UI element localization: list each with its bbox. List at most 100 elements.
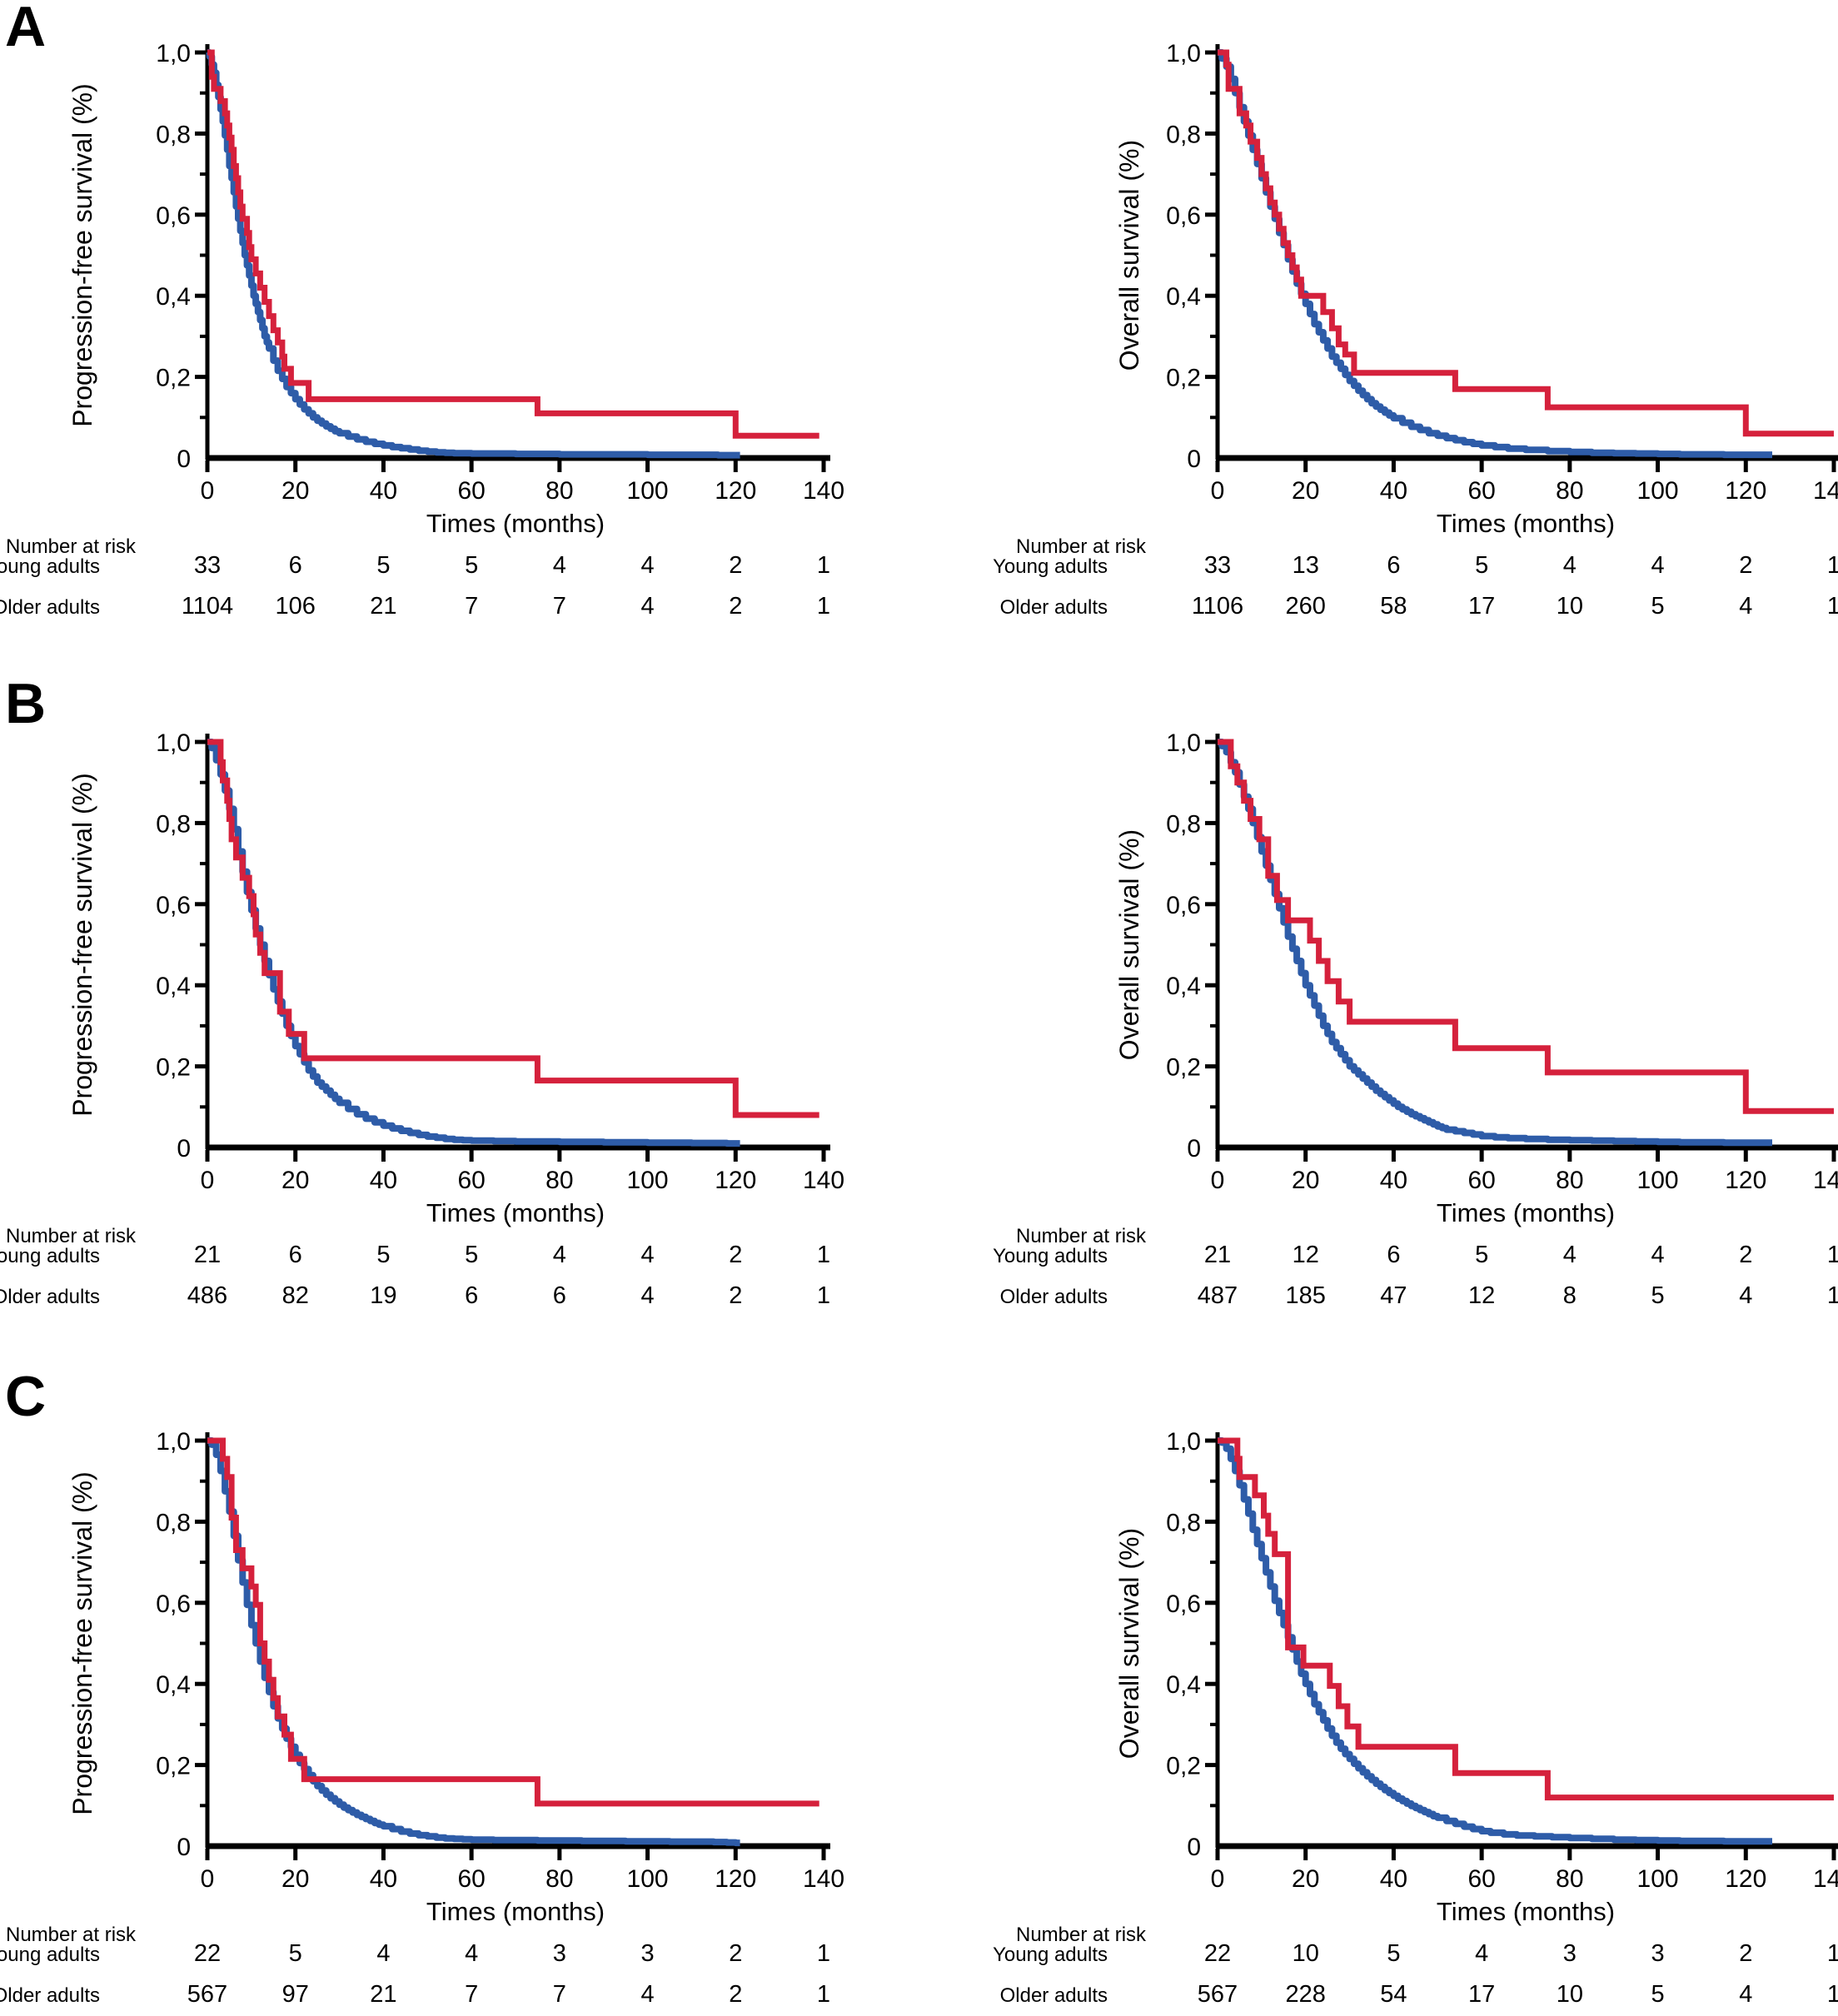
risk-count: 2 (1739, 1940, 1752, 1967)
risk-count: 4 (1563, 1242, 1576, 1268)
x-tick-label: 100 (627, 1167, 669, 1194)
x-tick-label: 80 (545, 1167, 573, 1194)
older-adults-row-label: Older adults (0, 596, 100, 619)
risk-count: 1 (817, 1981, 830, 2008)
axes: 1,0 0,8 0,6 0,4 0,2 00 20 40 60 80 100 120 140 (1166, 729, 1838, 1194)
young-adults-curve (207, 739, 819, 1118)
risk-count: 6 (1387, 552, 1400, 579)
risk-count: 4 (1563, 552, 1576, 579)
risk-count: 4 (465, 1940, 478, 1967)
x-tick-label: 20 (281, 1865, 309, 1893)
risk-count: 2 (729, 552, 742, 579)
risk-count: 2 (729, 1242, 742, 1268)
x-tick-label: 120 (715, 477, 756, 505)
x-axis-title: Times (months) (426, 509, 605, 538)
young-adults-curve (1218, 49, 1834, 437)
x-axis-title: Times (months) (1437, 1897, 1615, 1926)
panel-B-os: 1,0 0,8 0,6 0,4 0,2 00 20 40 60 80 100 120 140 Times … (916, 672, 1838, 1344)
risk-count: 106 (276, 593, 316, 620)
y-tick-label: 0,6 (156, 202, 191, 230)
risk-count: 2 (1739, 552, 1752, 579)
curves (207, 1437, 819, 1847)
y-tick-label: 1,0 (156, 1428, 191, 1456)
y-tick-label: 0,2 (156, 1054, 191, 1082)
panel-letter-B: B (5, 672, 46, 735)
curves (207, 739, 819, 1147)
x-tick-label: 100 (627, 477, 669, 505)
y-axis-title: Overall survival (%) (1114, 140, 1144, 371)
number-at-risk-header: Number at risk (6, 1225, 137, 1247)
risk-count: 7 (553, 593, 566, 620)
y-tick-label: 1,0 (156, 729, 191, 757)
y-tick-label: 0,6 (1166, 202, 1201, 230)
risk-count: 5 (376, 1242, 390, 1268)
risk-count: 4 (1651, 552, 1664, 579)
risk-count: 58 (1380, 593, 1407, 620)
risk-count: 4 (1739, 593, 1752, 620)
young-adults-row-label: Young adults (0, 1944, 100, 1966)
risk-count: 19 (370, 1282, 396, 1309)
panel-letter-A: A (5, 0, 46, 58)
risk-count: 4 (376, 1940, 390, 1967)
km-chart-A-pfs: A 1,0 0,8 0,6 0,4 0,2 00 20 40 60 80 100 120 140 Times… (0, 0, 844, 620)
km-chart-C-os: 1,0 0,8 0,6 0,4 0,2 00 20 40 60 80 100 120 140 Times … (993, 1428, 1838, 2008)
risk-count: 2 (729, 593, 742, 620)
risk-count: 22 (194, 1940, 221, 1967)
risk-count: 6 (465, 1282, 478, 1309)
y-tick-label: 0,4 (1166, 973, 1201, 1000)
number-at-risk-header: Number at risk (1016, 535, 1147, 558)
risk-count: 2 (729, 1282, 742, 1309)
x-axis-title: Times (months) (426, 1897, 605, 1926)
risk-count: 47 (1380, 1282, 1407, 1309)
risk-count: 260 (1286, 593, 1326, 620)
x-tick-label: 80 (1556, 1865, 1583, 1893)
y-tick-label: 0 (1187, 1834, 1201, 1861)
x-tick-label: 20 (1292, 1167, 1319, 1194)
risk-count: 5 (1651, 1981, 1664, 2008)
risk-count: 12 (1468, 1282, 1495, 1309)
x-tick-label: 20 (1292, 477, 1319, 505)
y-tick-label: 0,8 (1166, 121, 1201, 148)
risk-count: 21 (1204, 1242, 1231, 1268)
risk-count: 4 (1651, 1242, 1664, 1268)
risk-count: 5 (376, 552, 390, 579)
risk-count: 5 (1651, 593, 1664, 620)
risk-count: 2 (729, 1981, 742, 2008)
y-tick-label: 0,4 (156, 973, 191, 1000)
risk-count: 7 (553, 1981, 566, 2008)
older-adults-curve (1218, 1437, 1772, 1845)
number-at-risk-header: Number at risk (6, 535, 137, 558)
risk-count: 4 (640, 1242, 654, 1268)
risk-count: 4 (1475, 1940, 1488, 1967)
x-tick-label: 40 (370, 1167, 397, 1194)
curves (1218, 49, 1834, 459)
x-tick-label: 140 (1813, 1167, 1838, 1194)
older-adults-curve (1218, 49, 1772, 459)
y-tick-label: 0,4 (156, 283, 191, 311)
x-tick-label: 60 (1467, 1167, 1495, 1194)
y-tick-label: 0,8 (156, 1509, 191, 1536)
young-adults-row-label: Young adults (993, 1245, 1108, 1267)
x-axis-title: Times (months) (1437, 1198, 1615, 1227)
risk-count: 2 (1739, 1242, 1752, 1268)
risk-count: 33 (1204, 552, 1231, 579)
x-tick-label: 120 (1725, 1865, 1766, 1893)
risk-count: 6 (289, 1242, 302, 1268)
risk-count: 17 (1468, 593, 1495, 620)
x-tick-label: 20 (1292, 1865, 1319, 1893)
risk-count: 13 (1293, 552, 1319, 579)
x-tick-label: 140 (803, 1865, 844, 1893)
y-tick-label: 0,2 (156, 365, 191, 392)
x-tick-label: 140 (1813, 1865, 1838, 1893)
risk-count: 82 (282, 1282, 309, 1309)
risk-count: 54 (1380, 1981, 1407, 2008)
older-adults-row-label: Older adults (1000, 1286, 1108, 1308)
y-tick-label: 0 (1187, 1135, 1201, 1162)
y-tick-label: 0 (177, 1135, 191, 1162)
risk-count: 567 (187, 1981, 227, 2008)
risk-count: 487 (1198, 1282, 1238, 1309)
x-tick-label: 40 (370, 477, 397, 505)
x-tick-label: 60 (457, 1865, 485, 1893)
panel-C-pfs: C 1,0 0,8 0,6 0,4 0,2 0 0 20 40 60 80 100 120 140 Times… (0, 1344, 916, 2016)
risk-count: 1 (1827, 1242, 1838, 1268)
